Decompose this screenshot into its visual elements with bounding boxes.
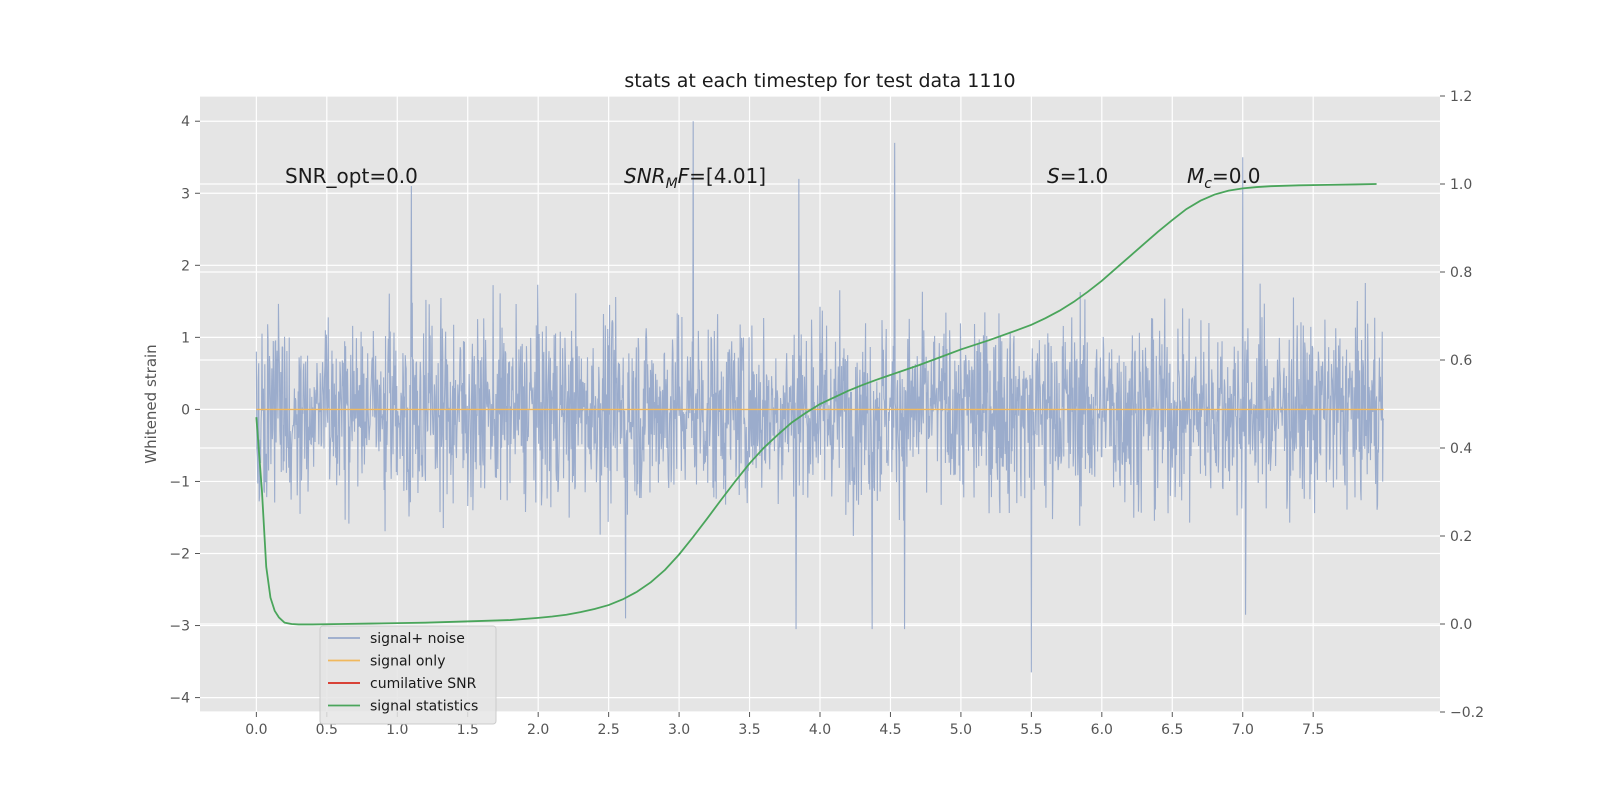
y-tick-label: 3 xyxy=(181,186,190,202)
y2-tick-label: 0.6 xyxy=(1450,353,1472,369)
y2-tick-label: 1.2 xyxy=(1450,89,1472,105)
x-tick-label: 5.5 xyxy=(1020,722,1042,738)
x-tick-label: 5.0 xyxy=(950,722,972,738)
x-tick-label: 2.5 xyxy=(598,722,620,738)
x-tick-label: 0.0 xyxy=(245,722,267,738)
y2-tick-label: 0.8 xyxy=(1450,265,1472,281)
annotation-snr-mf: SNRMF=[4.01] xyxy=(624,164,766,192)
s-var: S xyxy=(1047,164,1060,188)
annotation-mc: Mc=0.0 xyxy=(1187,164,1261,192)
mc-base: M xyxy=(1187,164,1204,188)
y2-tick-label: −0.2 xyxy=(1450,705,1484,721)
legend-items: signal+ noise signal only cumilative SNR si… xyxy=(328,631,478,715)
legend-label: signal statistics xyxy=(370,699,478,715)
y-tick-label: −2 xyxy=(169,546,190,562)
x-tick-label: 1.0 xyxy=(386,722,408,738)
chart-title: stats at each timestep for test data 111… xyxy=(624,70,1015,92)
x-tick-label: 6.5 xyxy=(1161,722,1183,738)
x-tick-label: 3.5 xyxy=(738,722,760,738)
y-tick-label: −3 xyxy=(169,619,190,635)
annotations: SNR_opt=0.0 SNRMF=[4.01] S=1.0 Mc=0.0 xyxy=(285,164,1261,192)
s-value: =1.0 xyxy=(1060,164,1109,188)
legend-label: cumilative SNR xyxy=(370,676,477,692)
series-signal-statistics-line xyxy=(255,183,1377,626)
y-tick-label: −4 xyxy=(169,691,190,707)
snr-mf-sub: M xyxy=(666,176,678,192)
x-tick-label: 4.5 xyxy=(879,722,901,738)
mc-sub: c xyxy=(1204,176,1212,192)
y2-tick-label: 0.0 xyxy=(1450,617,1472,633)
snr-mf-mid: F xyxy=(678,164,690,188)
snr-mf-value: =[4.01] xyxy=(689,164,766,188)
x-tick-label: 7.0 xyxy=(1232,722,1254,738)
x-tick-label: 6.0 xyxy=(1091,722,1113,738)
annotation-snr-opt: SNR_opt=0.0 xyxy=(285,164,418,188)
x-tick-label: 1.5 xyxy=(457,722,479,738)
y-tick-label: 4 xyxy=(181,114,190,130)
x-tick-label: 3.0 xyxy=(668,722,690,738)
x-tick-label: 2.0 xyxy=(527,722,549,738)
y-tick-label: 2 xyxy=(181,258,190,274)
legend-label: signal only xyxy=(370,654,445,670)
x-tick-label: 7.5 xyxy=(1302,722,1324,738)
axes: 0.0 0.5 1.0 1.5 2.0 2.5 3.0 3.5 4.0 4.5 5.0 5.5 6.0 6… xyxy=(169,89,1484,738)
y-tick-label: −1 xyxy=(169,474,190,490)
legend: signal+ noise signal only cumilative SNR si… xyxy=(319,625,497,725)
mc-value: =0.0 xyxy=(1212,164,1261,188)
y2-tick-label: 0.4 xyxy=(1450,441,1472,457)
snr-mf-base: SNR xyxy=(624,164,666,188)
y-tick-label: 1 xyxy=(181,330,190,346)
y2-tick-label: 0.2 xyxy=(1450,529,1472,545)
x-tick-label: 4.0 xyxy=(809,722,831,738)
annotation-s: S=1.0 xyxy=(1047,164,1108,188)
y-tick-label: 0 xyxy=(181,402,190,418)
y2-tick-label: 1.0 xyxy=(1450,177,1472,193)
y-axis-label: Whitened strain xyxy=(142,344,160,463)
x-tick-label: 0.5 xyxy=(316,722,338,738)
legend-box xyxy=(319,625,497,725)
data-layer xyxy=(255,121,1385,673)
legend-label: signal+ noise xyxy=(370,631,465,647)
